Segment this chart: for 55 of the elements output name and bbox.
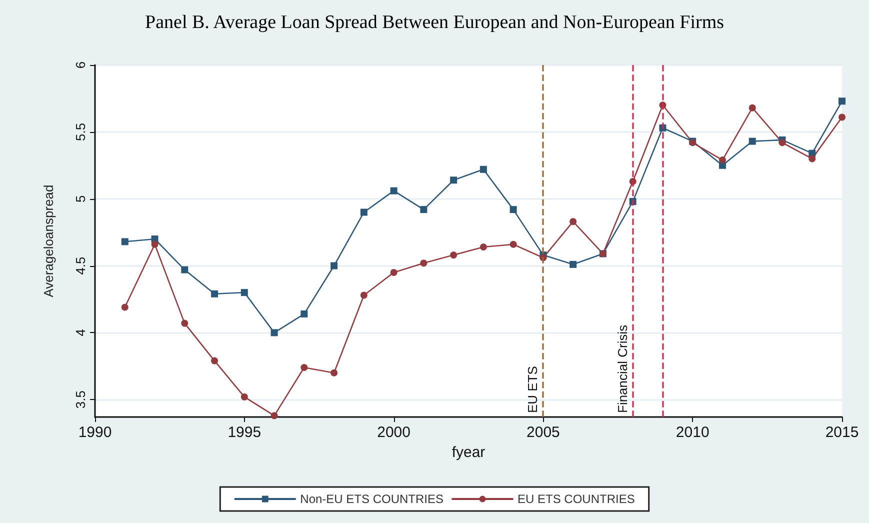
y-tick-label: 3.5 [73, 390, 88, 409]
point [211, 357, 218, 364]
y-tick-label: 5 [73, 195, 88, 202]
point [330, 262, 338, 270]
point [181, 320, 188, 327]
point [390, 268, 398, 276]
point [270, 329, 278, 336]
point [420, 206, 428, 214]
point [480, 244, 487, 251]
ref-line-label: Financial Crisis [614, 324, 630, 413]
point [450, 252, 458, 259]
point [151, 240, 158, 248]
x-tick-label: 2010 [676, 424, 710, 441]
point [211, 290, 218, 298]
point [360, 208, 368, 216]
x-tick-label: 1990 [78, 424, 112, 441]
point [748, 138, 756, 145]
point [181, 266, 188, 274]
point [808, 155, 816, 162]
point [121, 238, 128, 246]
point [748, 104, 756, 112]
point [300, 310, 308, 318]
point [570, 218, 577, 226]
point [778, 139, 786, 146]
y-axis-title: Averageloanspread [41, 184, 56, 298]
point [300, 364, 308, 371]
ref-line-label: EU ETS [525, 366, 540, 413]
legend-label: EU ETS COUNTRIES [518, 492, 635, 506]
y-tick-label: 4 [73, 329, 88, 336]
point [390, 187, 398, 194]
x-tick-label: 2000 [377, 424, 410, 441]
point [480, 166, 487, 173]
point [450, 176, 458, 184]
y-tick-label: 6 [73, 61, 88, 69]
point [570, 260, 577, 268]
x-tick-label: 1995 [228, 424, 262, 441]
point [360, 292, 368, 299]
point [121, 304, 128, 311]
x-tick-label: 2005 [526, 424, 560, 441]
point [240, 393, 248, 400]
point [330, 369, 338, 376]
x-axis-title: fyear [452, 444, 486, 461]
point [420, 260, 428, 267]
x-tick-label: 2015 [825, 424, 859, 441]
y-tick-label: 5.5 [73, 122, 88, 141]
point [510, 206, 517, 214]
legend-label: Non-EU ETS COUNTRIES [300, 492, 444, 506]
point [240, 289, 248, 296]
y-tick-label: 4.5 [73, 256, 88, 275]
point [838, 114, 846, 121]
point [718, 156, 726, 164]
point [838, 98, 846, 105]
chart-title: Panel B. Average Loan Spread Between European and Non-European Firms [145, 12, 724, 33]
point [510, 240, 517, 248]
point [270, 412, 278, 420]
